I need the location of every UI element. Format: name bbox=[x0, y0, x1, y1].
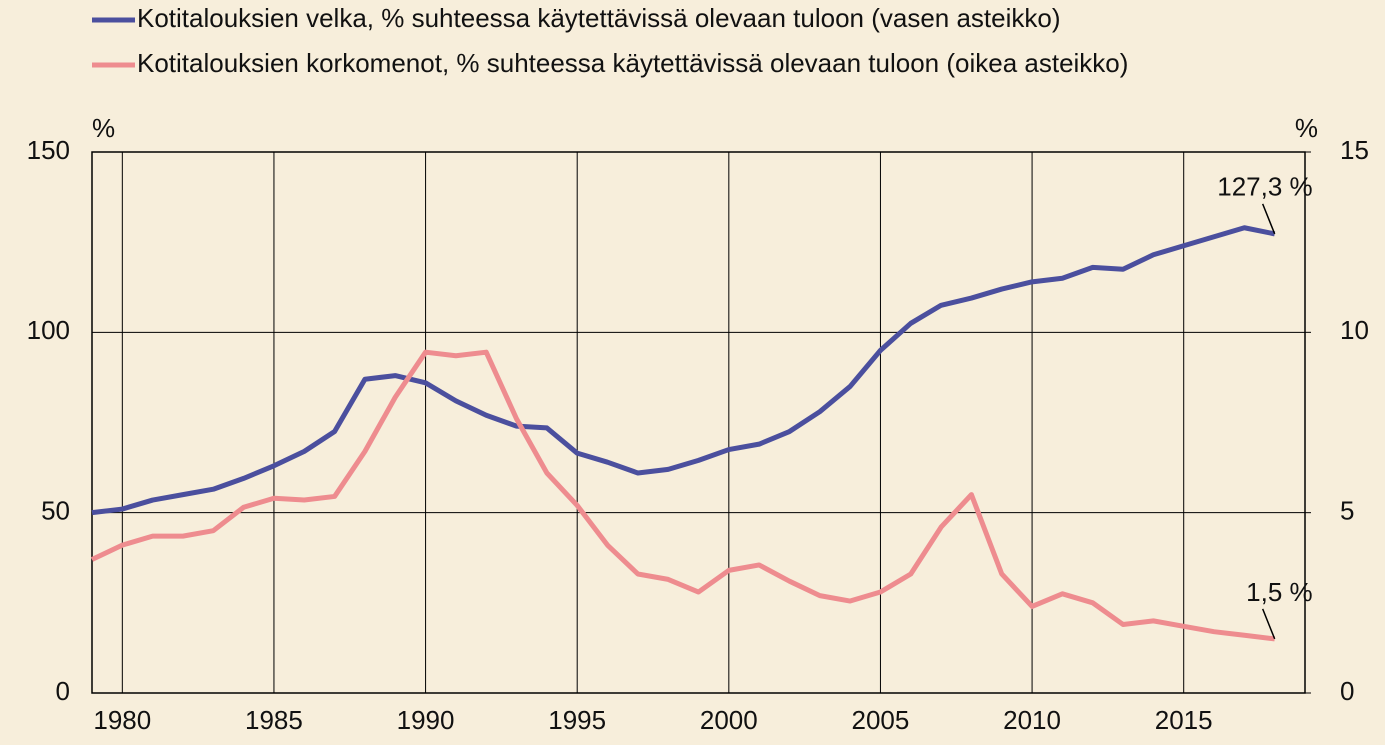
x-tick-label: 1985 bbox=[245, 705, 303, 735]
plot-area bbox=[91, 151, 1306, 694]
y-tick-label: 50 bbox=[41, 496, 70, 526]
x-tick-label: 1980 bbox=[93, 705, 151, 735]
legend-label: Kotitalouksien velka, % suhteessa käytet… bbox=[137, 3, 1061, 33]
annotation: 1,5 % bbox=[1246, 577, 1313, 607]
annotation-leader bbox=[1261, 608, 1276, 640]
series-line bbox=[90, 349, 1275, 642]
y2-unit: % bbox=[1295, 113, 1318, 143]
y2-tick-label: 10 bbox=[1340, 315, 1369, 345]
y-tick-label: 0 bbox=[56, 676, 70, 706]
y-tick-label: 150 bbox=[27, 135, 70, 165]
y2-tick-label: 15 bbox=[1340, 135, 1369, 165]
series-line bbox=[91, 225, 1276, 516]
annotation: 127,3 % bbox=[1217, 172, 1312, 202]
x-tick-label: 1995 bbox=[548, 705, 606, 735]
x-tick-label: 2005 bbox=[852, 705, 910, 735]
y-unit: % bbox=[92, 113, 115, 143]
legend-label: Kotitalouksien korkomenot, % suhteessa k… bbox=[137, 48, 1128, 78]
x-tick-label: 2015 bbox=[1155, 705, 1213, 735]
y2-tick-label: 0 bbox=[1340, 676, 1354, 706]
x-tick-label: 2010 bbox=[1003, 705, 1061, 735]
x-tick-label: 1990 bbox=[397, 705, 455, 735]
x-tick-label: 2000 bbox=[700, 705, 758, 735]
y2-tick-label: 5 bbox=[1340, 496, 1354, 526]
y-tick-label: 100 bbox=[27, 315, 70, 345]
annotation-leader bbox=[1261, 203, 1276, 235]
